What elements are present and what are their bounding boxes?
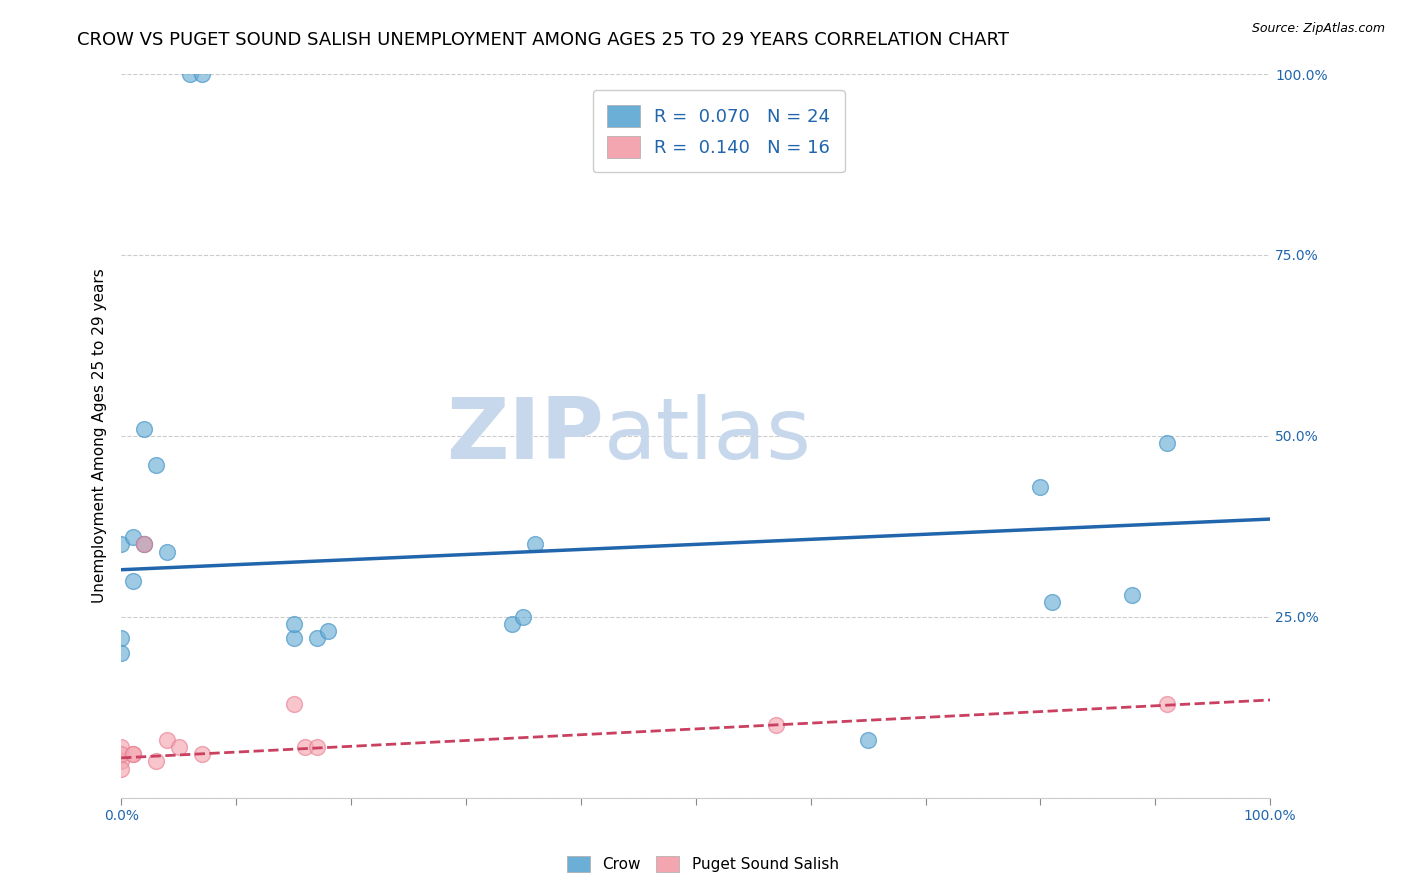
Text: Source: ZipAtlas.com: Source: ZipAtlas.com	[1251, 22, 1385, 36]
Point	[145, 458, 167, 472]
Point	[134, 537, 156, 551]
Point	[305, 739, 328, 754]
Point	[110, 537, 132, 551]
Point	[134, 537, 156, 551]
Point	[523, 537, 546, 551]
Point	[121, 747, 143, 762]
Point	[121, 530, 143, 544]
Text: CROW VS PUGET SOUND SALISH UNEMPLOYMENT AMONG AGES 25 TO 29 YEARS CORRELATION CH: CROW VS PUGET SOUND SALISH UNEMPLOYMENT …	[77, 31, 1010, 49]
Point	[283, 632, 305, 646]
Point	[110, 646, 132, 660]
Legend: R =  0.070   N = 24, R =  0.140   N = 16: R = 0.070 N = 24, R = 0.140 N = 16	[593, 90, 845, 172]
Point	[134, 537, 156, 551]
Point	[156, 544, 179, 558]
Text: ZIP: ZIP	[446, 394, 603, 477]
Point	[1156, 436, 1178, 450]
Point	[1121, 588, 1143, 602]
Point	[190, 67, 212, 81]
Point	[110, 739, 132, 754]
Y-axis label: Unemployment Among Ages 25 to 29 years: Unemployment Among Ages 25 to 29 years	[93, 268, 107, 603]
Point	[190, 747, 212, 762]
Point	[283, 617, 305, 632]
Point	[145, 755, 167, 769]
Point	[179, 67, 201, 81]
Point	[134, 422, 156, 436]
Point	[121, 574, 143, 588]
Point	[1040, 595, 1063, 609]
Point	[765, 718, 787, 732]
Point	[110, 755, 132, 769]
Point	[512, 609, 534, 624]
Point	[167, 739, 190, 754]
Point	[1156, 697, 1178, 711]
Point	[316, 624, 339, 639]
Point	[856, 732, 879, 747]
Point	[110, 762, 132, 776]
Point	[283, 697, 305, 711]
Point	[501, 617, 523, 632]
Text: atlas: atlas	[603, 394, 811, 477]
Legend: Crow, Puget Sound Salish: Crow, Puget Sound Salish	[560, 848, 846, 880]
Point	[156, 732, 179, 747]
Point	[1029, 479, 1052, 493]
Point	[110, 632, 132, 646]
Point	[294, 739, 316, 754]
Point	[110, 747, 132, 762]
Point	[305, 632, 328, 646]
Point	[121, 747, 143, 762]
